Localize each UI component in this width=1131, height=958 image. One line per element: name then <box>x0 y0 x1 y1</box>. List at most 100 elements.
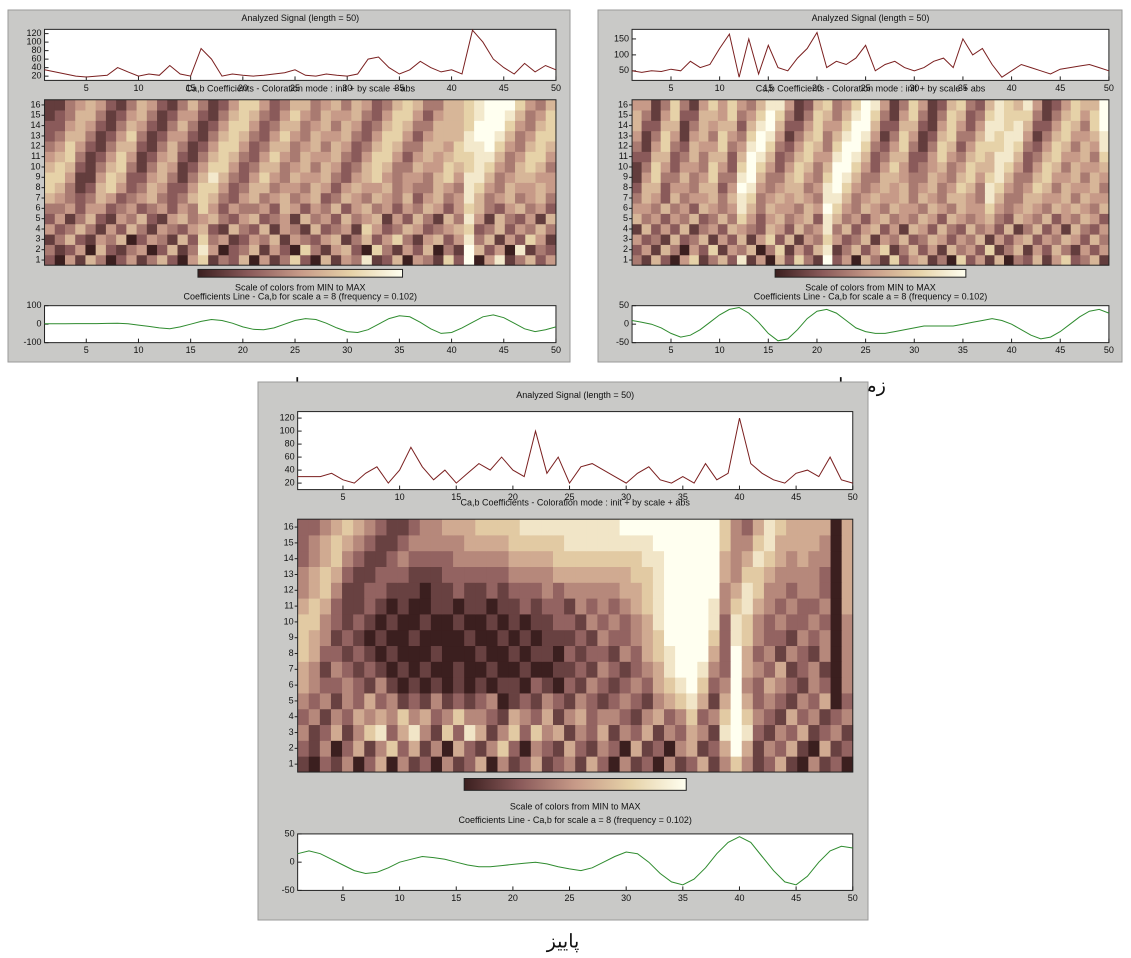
heatmap-cell <box>525 223 536 235</box>
heatmap-cell <box>269 130 281 142</box>
heatmap-cell <box>832 244 843 256</box>
heatmap-cell <box>819 582 831 599</box>
heatmap-cell <box>708 708 720 726</box>
heatmap-cell <box>736 234 747 245</box>
heatmap-cell <box>689 130 700 142</box>
y-tick-label: 100 <box>26 36 41 46</box>
heatmap-cell <box>208 110 219 121</box>
heatmap-cell <box>994 161 1005 173</box>
heatmap-cell <box>870 182 881 194</box>
heatmap-cell <box>177 110 189 121</box>
heatmap-cell <box>146 182 158 194</box>
heatmap-cell <box>208 192 219 204</box>
heatmap-cell <box>54 120 66 132</box>
heatmap-cell <box>841 677 854 694</box>
heatmap-cell <box>497 614 509 631</box>
heatmap-cell <box>54 141 66 152</box>
heatmap-cell <box>453 566 465 583</box>
heatmap-cell <box>351 254 363 266</box>
heatmap-cell <box>975 223 986 235</box>
heatmap-cell <box>515 223 526 235</box>
y-tick-label: 11 <box>31 151 40 161</box>
heatmap-cell <box>908 161 919 173</box>
heatmap-cell <box>371 141 383 152</box>
heatmap-cell <box>300 130 311 142</box>
heatmap-cell <box>504 192 516 204</box>
heatmap-cell <box>330 534 343 552</box>
heatmap-cell <box>775 566 787 583</box>
heatmap-cell <box>670 182 681 194</box>
heatmap-cell <box>412 110 424 121</box>
heatmap-cell <box>419 756 432 773</box>
heatmap-cell <box>1004 203 1014 214</box>
heatmap-cell <box>641 629 654 647</box>
heatmap-cell <box>608 550 621 567</box>
heatmap-cell <box>697 519 709 536</box>
heatmap-cell <box>736 182 747 194</box>
heatmap-cell <box>1004 141 1014 152</box>
heatmap-cell <box>319 708 332 726</box>
heatmap-cell <box>330 172 342 183</box>
heatmap-cell <box>708 141 719 152</box>
heatmap-cell <box>664 566 676 583</box>
heatmap-cell <box>474 151 485 163</box>
heatmap-cell <box>535 234 547 245</box>
heatmap-cell <box>775 614 787 631</box>
heatmap-cell <box>279 182 291 194</box>
heatmap-cell <box>597 756 609 773</box>
heatmap-cell <box>889 223 900 235</box>
heatmap-cell <box>474 192 485 204</box>
heatmap-cell <box>136 172 148 183</box>
heatmap-cell <box>719 756 732 773</box>
heatmap-cell <box>803 141 814 152</box>
heatmap-cell <box>353 598 365 615</box>
heatmap-cell <box>497 534 509 552</box>
heatmap-cell <box>597 645 609 662</box>
heatmap-cell <box>441 582 454 599</box>
heatmap-cell <box>686 582 698 599</box>
heatmap-cell <box>1051 130 1062 142</box>
heatmap-cell <box>408 740 421 757</box>
heatmap-cell <box>784 130 795 142</box>
heatmap-cell <box>675 550 687 567</box>
heatmap-cell <box>494 223 506 235</box>
heatmap-cell <box>75 203 86 214</box>
heatmap-cell <box>660 161 671 173</box>
x-tick-label: 15 <box>186 83 196 93</box>
heatmap-cell <box>619 756 632 773</box>
heatmap-cell <box>652 756 665 773</box>
heatmap-cell <box>819 629 831 647</box>
heatmap-cell <box>177 130 189 142</box>
heatmap-cell <box>464 724 476 741</box>
heatmap-cell <box>433 172 444 183</box>
heatmap-cell <box>386 582 398 599</box>
heatmap-cell <box>752 645 765 662</box>
heatmap-cell <box>803 120 814 132</box>
heatmap-cell <box>746 203 757 214</box>
heatmap-cell <box>832 213 843 225</box>
heatmap-cell <box>708 99 719 111</box>
heatmap-cell <box>651 172 662 183</box>
heatmap-cell <box>530 756 543 773</box>
heatmap-cell <box>541 708 554 726</box>
y-tick-label: 14 <box>31 120 41 130</box>
heatmap-cell <box>259 130 270 142</box>
heatmap-cell <box>794 223 805 235</box>
heatmap-cell <box>412 182 424 194</box>
heatmap-cell <box>765 120 776 132</box>
heatmap-cell <box>308 708 321 726</box>
heatmap-cell <box>1023 203 1034 214</box>
heatmap-cell <box>75 254 86 266</box>
heatmap-cell <box>813 234 824 245</box>
heatmap-cell <box>698 192 709 204</box>
heatmap-cell <box>238 182 250 194</box>
heatmap-cell <box>908 172 919 183</box>
heatmap-cell <box>937 223 948 235</box>
heatmap-cell <box>664 519 676 536</box>
heatmap-cell <box>319 724 332 741</box>
heatmap-cell <box>927 182 938 194</box>
heatmap-cell <box>784 141 795 152</box>
heatmap-cell <box>794 254 805 266</box>
heatmap-cell <box>545 172 557 183</box>
heatmap-cell <box>297 661 310 678</box>
